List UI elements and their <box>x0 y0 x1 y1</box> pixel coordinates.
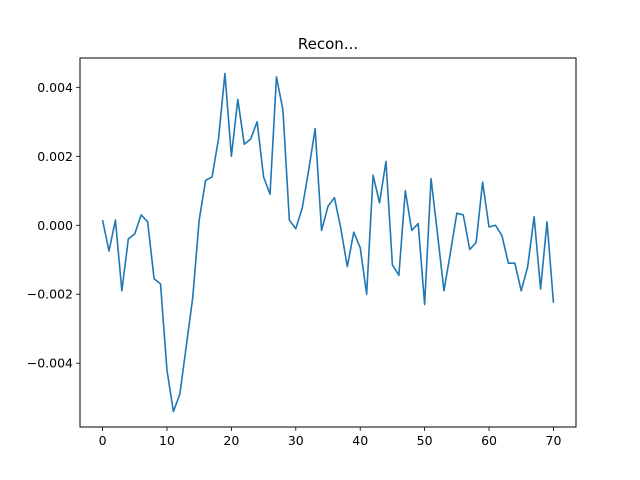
plot-area <box>101 72 555 413</box>
y-axis: −0.004 −0.002 0.000 0.002 0.004 <box>27 80 80 371</box>
x-tick-label: 20 <box>223 433 239 448</box>
y-tick-label: −0.004 <box>27 356 73 371</box>
y-tick-label: −0.002 <box>27 287 73 302</box>
x-tick-label: 50 <box>417 433 433 448</box>
x-tick-label: 70 <box>546 433 562 448</box>
x-axis: 0 10 20 30 40 50 60 70 <box>99 427 562 448</box>
x-tick-label: 60 <box>481 433 497 448</box>
x-tick-label: 10 <box>159 433 175 448</box>
x-tick-label: 30 <box>288 433 304 448</box>
x-tick-label: 40 <box>352 433 368 448</box>
axes-frame <box>79 57 577 428</box>
y-tick-label: 0.004 <box>37 80 73 95</box>
y-tick-label: 0.002 <box>37 149 73 164</box>
chart-title: Recon... <box>298 35 358 53</box>
y-tick-label: 0.000 <box>37 218 73 233</box>
series-line-0 <box>101 72 555 413</box>
x-tick-label: 0 <box>99 433 107 448</box>
